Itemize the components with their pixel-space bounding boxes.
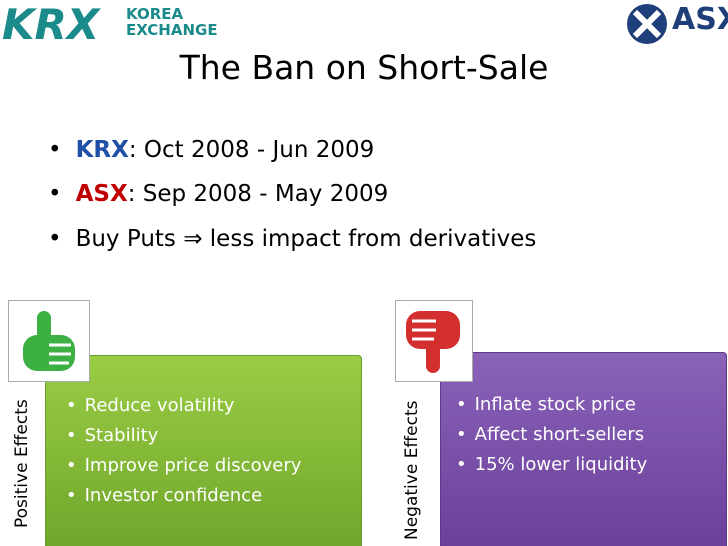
panel-label: Negative Effects bbox=[402, 400, 422, 540]
asx-emblem bbox=[627, 4, 667, 44]
krx-logo-text: KOREA EXCHANGE bbox=[126, 6, 218, 38]
bullet: ASX: Sep 2008 - May 2009 bbox=[48, 181, 389, 207]
bullet-text: : Oct 2008 - Jun 2009 bbox=[128, 137, 375, 163]
asx-logo: ASX bbox=[672, 2, 728, 37]
krx-logo: KRX bbox=[2, 0, 100, 49]
krx-logo-line: KOREA bbox=[126, 5, 184, 23]
panel-item: Reduce volatility bbox=[66, 391, 301, 421]
negative-panel: Inflate stock priceAffect short-sellers1… bbox=[440, 352, 727, 546]
bullet-text: : Sep 2008 - May 2009 bbox=[127, 181, 389, 207]
bullet: KRX: Oct 2008 - Jun 2009 bbox=[48, 137, 375, 163]
positive-panel: Reduce volatilityStabilityImprove price … bbox=[45, 355, 362, 546]
bullet-text: Buy Puts ⇒ less impact from derivatives bbox=[75, 226, 537, 252]
panel-item: Inflate stock price bbox=[456, 390, 647, 420]
panel-item: Affect short-sellers bbox=[456, 420, 647, 450]
thumbs-down-icon bbox=[395, 300, 473, 382]
negative-list: Inflate stock priceAffect short-sellers1… bbox=[456, 390, 648, 480]
krx-logo-line: EXCHANGE bbox=[126, 21, 218, 39]
positive-list: Reduce volatilityStabilityImprove price … bbox=[66, 391, 302, 511]
thumb bbox=[426, 341, 440, 373]
title: The Ban on Short-Sale bbox=[179, 48, 549, 87]
thumbs-up-icon bbox=[8, 300, 90, 382]
panel-item: Stability bbox=[66, 421, 301, 451]
thumb-lines bbox=[49, 343, 71, 365]
bullet-label: KRX bbox=[75, 137, 129, 163]
emblem-cross bbox=[632, 9, 662, 39]
panel-item: 15% lower liquidity bbox=[456, 450, 648, 480]
bullet-label: ASX bbox=[75, 181, 128, 207]
panel-item: Investor confidence bbox=[66, 481, 301, 511]
panel-item: Improve price discovery bbox=[66, 451, 302, 481]
thumb bbox=[37, 311, 51, 341]
thumb-lines bbox=[412, 319, 436, 341]
panel-label: Positive Effects bbox=[12, 399, 32, 528]
bullet: Buy Puts ⇒ less impact from derivatives bbox=[48, 226, 537, 252]
